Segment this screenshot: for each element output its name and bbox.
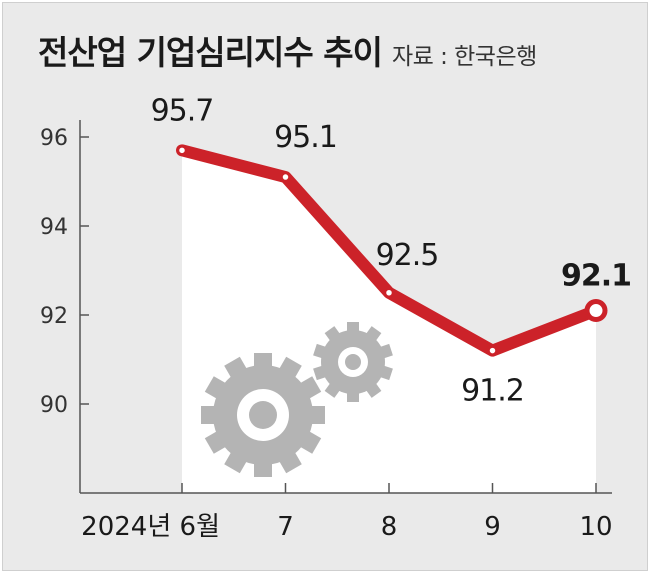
data-label: 92.1 [561,259,631,294]
y-tick-label: 92 [40,304,68,329]
x-tick-label: 10 [579,512,612,542]
data-labels: 95.7 95.1 92.5 91.2 92.1 [151,93,632,409]
gear-hub [249,401,277,429]
x-ticks: 2024년 6월 7 8 9 10 [81,483,613,542]
point-marker [384,288,394,297]
y-ticks: 90 92 94 96 [40,126,89,418]
x-tick-label: 7 [277,512,294,542]
data-label: 95.7 [151,93,214,128]
y-tick-label: 90 [40,393,68,418]
point-marker [177,146,187,155]
data-label: 91.2 [461,374,524,409]
y-tick-label: 96 [40,126,68,151]
last-point-marker [584,299,608,323]
x-tick-label: 8 [381,512,398,542]
gears-icon [201,322,393,477]
data-label: 92.5 [376,238,439,273]
point-marker [488,346,497,355]
data-label: 95.1 [274,120,337,155]
gear-shape [313,322,393,402]
x-tick-label: 2024년 6월 [81,512,220,542]
gear-hub [345,354,361,370]
source-note: 자료 : 한국은행 [391,44,537,70]
point-marker [281,172,290,182]
x-tick-label: 9 [484,512,501,542]
y-tick-label: 94 [40,215,68,240]
chart-title: 전산업 기업심리지수 추이 [38,33,383,72]
title-row: 전산업 기업심리지수 추이 자료 : 한국은행 [38,26,537,74]
markers [177,146,608,355]
gear-shape [201,353,325,477]
